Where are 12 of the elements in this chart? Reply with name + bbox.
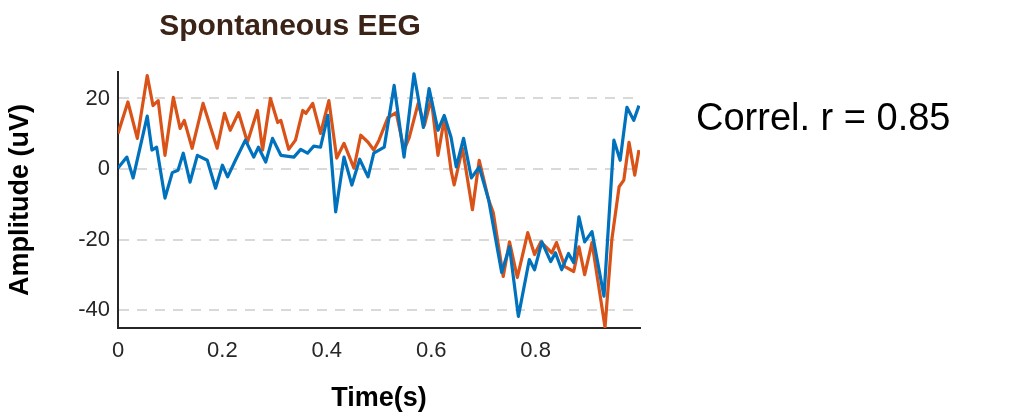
y-tick-label: -20 bbox=[78, 225, 110, 251]
y-tick-label: 20 bbox=[85, 84, 110, 110]
x-tick-label: 0.4 bbox=[311, 337, 343, 363]
x-tick-label: 0.2 bbox=[207, 337, 238, 363]
chart-title: Spontaneous EEG bbox=[159, 8, 421, 42]
y-tick-label: -40 bbox=[78, 296, 110, 322]
text: Correl. r = 0.85 bbox=[696, 96, 951, 139]
y-axis-title: Amplitude (uV) bbox=[3, 104, 34, 296]
x-tick-label: 0.8 bbox=[520, 337, 551, 363]
y-tick-label: 0 bbox=[97, 155, 110, 181]
x-axis-title: Time(s) bbox=[331, 382, 427, 413]
x-tick-label: 0.6 bbox=[415, 337, 447, 363]
